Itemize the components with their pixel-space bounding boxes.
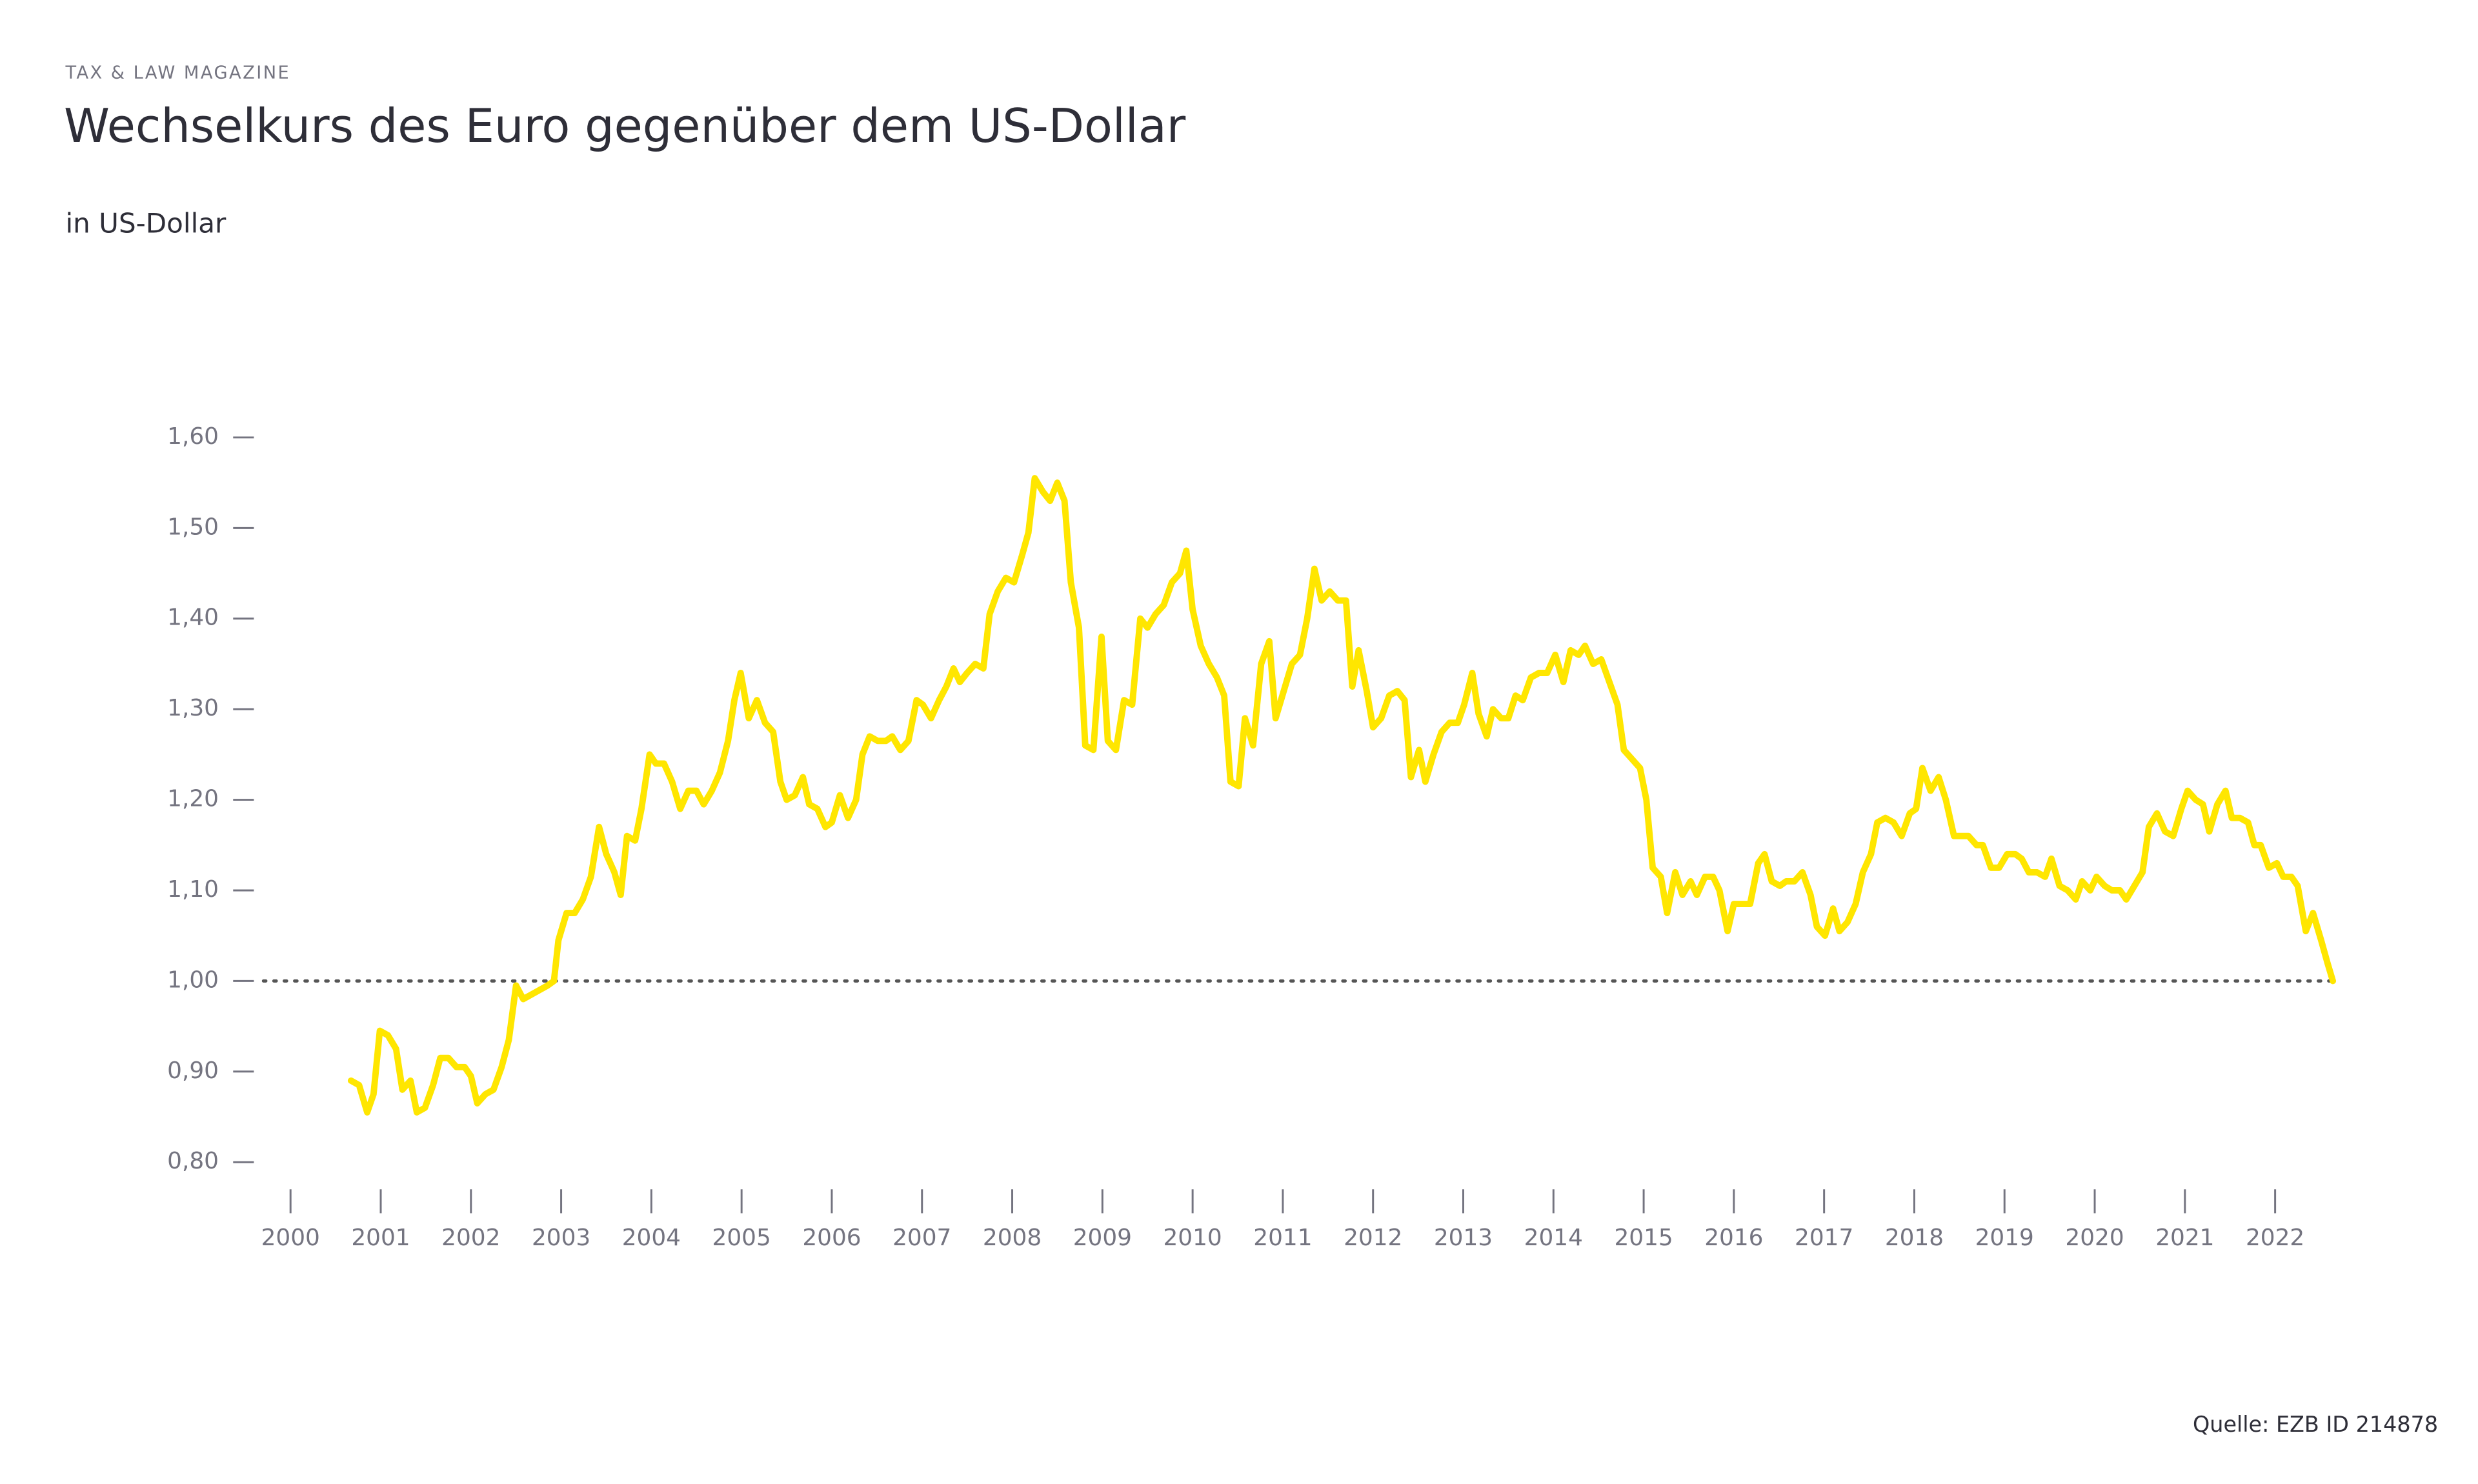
source: Quelle: EZB ID 214878 (2193, 1412, 2438, 1437)
subtitle: in US-Dollar (65, 207, 227, 239)
x-tick-label: 2005 (712, 1225, 771, 1251)
x-tick-label: 2012 (1344, 1225, 1402, 1251)
y-tick-label: 1,00 (167, 967, 219, 993)
x-tick-label: 2001 (351, 1225, 410, 1251)
y-tick-label: 1,10 (167, 876, 219, 903)
y-tick-label: 0,80 (167, 1148, 219, 1174)
x-tick-label: 2006 (802, 1225, 861, 1251)
x-tick-label: 2013 (1434, 1225, 1493, 1251)
y-tick-label: 0,90 (167, 1058, 219, 1084)
kicker: TAX & LAW MAGAZINE (65, 63, 290, 83)
x-tick-label: 2014 (1524, 1225, 1583, 1251)
x-tick-label: 2018 (1885, 1225, 1944, 1251)
data-line (347, 475, 2337, 1116)
x-tick-label: 2007 (892, 1225, 951, 1251)
x-tick-label: 2004 (622, 1225, 681, 1251)
x-tick-label: 2021 (2155, 1225, 2214, 1251)
x-tick-label: 2016 (1704, 1225, 1763, 1251)
x-tick-label: 2002 (441, 1225, 500, 1251)
x-tick-label: 2022 (2246, 1225, 2304, 1251)
x-tick-label: 2015 (1614, 1225, 1673, 1251)
y-tick-label: 1,40 (167, 605, 219, 631)
x-tick-label: 2010 (1163, 1225, 1222, 1251)
x-tick-label: 2000 (261, 1225, 320, 1251)
x-tick-label: 2020 (2065, 1225, 2124, 1251)
x-tick-label: 2009 (1073, 1225, 1132, 1251)
x-tick-label: 2008 (983, 1225, 1042, 1251)
x-tick-label: 2003 (532, 1225, 590, 1251)
x-tick-label: 2017 (1795, 1225, 1853, 1251)
x-tick-label: 2019 (1975, 1225, 2034, 1251)
y-tick-label: 1,50 (167, 514, 219, 540)
y-tick-label: 1,60 (167, 423, 219, 450)
y-tick-label: 1,30 (167, 695, 219, 721)
x-tick-label: 2011 (1253, 1225, 1312, 1251)
chart-title: Wechselkurs des Euro gegenüber dem US-Do… (64, 99, 1186, 153)
y-tick-label: 1,20 (167, 786, 219, 812)
